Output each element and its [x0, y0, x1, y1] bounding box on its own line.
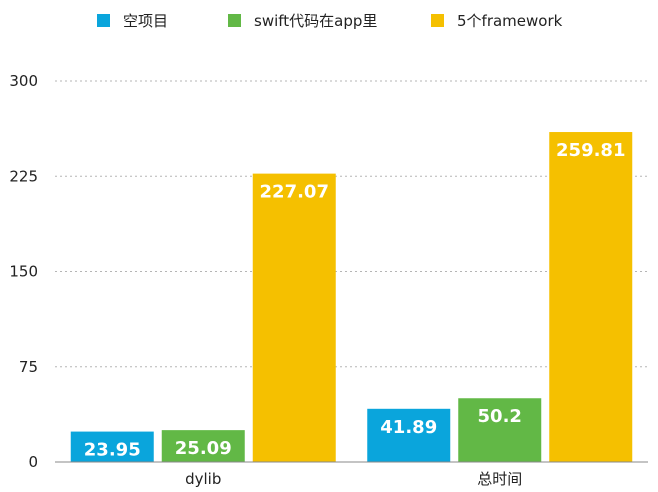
bar-label-1-2: 41.89 — [380, 417, 437, 438]
bars: 23.95 25.09 227.07 41.89 50.2 259.81 — [70, 132, 633, 462]
bar-3-2 — [549, 132, 633, 462]
y-tick-label-150: 150 — [9, 263, 38, 281]
legend-swatch-2 — [228, 14, 241, 27]
bar-2-2 — [458, 398, 542, 462]
bar-2-1 — [161, 430, 245, 462]
bar-3-1 — [252, 173, 336, 462]
grid-lines — [55, 80, 648, 368]
y-tick-label-300: 300 — [9, 72, 38, 90]
legend: 空项目 swift代码在app里 5个framework — [97, 12, 563, 30]
bar-label-3-2: 259.81 — [556, 140, 625, 161]
y-tick-label-75: 75 — [19, 358, 38, 376]
legend-swatch-1 — [97, 14, 110, 27]
bar-label-3-1: 227.07 — [260, 182, 329, 203]
bar-label-2-2: 50.2 — [478, 406, 522, 427]
bar-1-2 — [367, 408, 451, 462]
y-tick-label-225: 225 — [9, 167, 38, 185]
legend-label-3: 5个framework — [457, 12, 563, 30]
bar-label-2-1: 25.09 — [175, 438, 232, 459]
legend-label-2: swift代码在app里 — [254, 12, 377, 30]
bar-1-1 — [70, 431, 154, 462]
x-tick-label-1: dylib — [185, 470, 221, 488]
y-tick-label-0: 0 — [28, 453, 38, 471]
x-axis: dylib 总时间 — [55, 461, 648, 488]
x-tick-label-2: 总时间 — [477, 470, 522, 488]
legend-label-1: 空项目 — [123, 12, 168, 30]
y-axis: 0 75 150 225 300 — [9, 72, 38, 471]
legend-swatch-3 — [431, 14, 444, 27]
bar-label-1-1: 23.95 — [84, 440, 141, 461]
